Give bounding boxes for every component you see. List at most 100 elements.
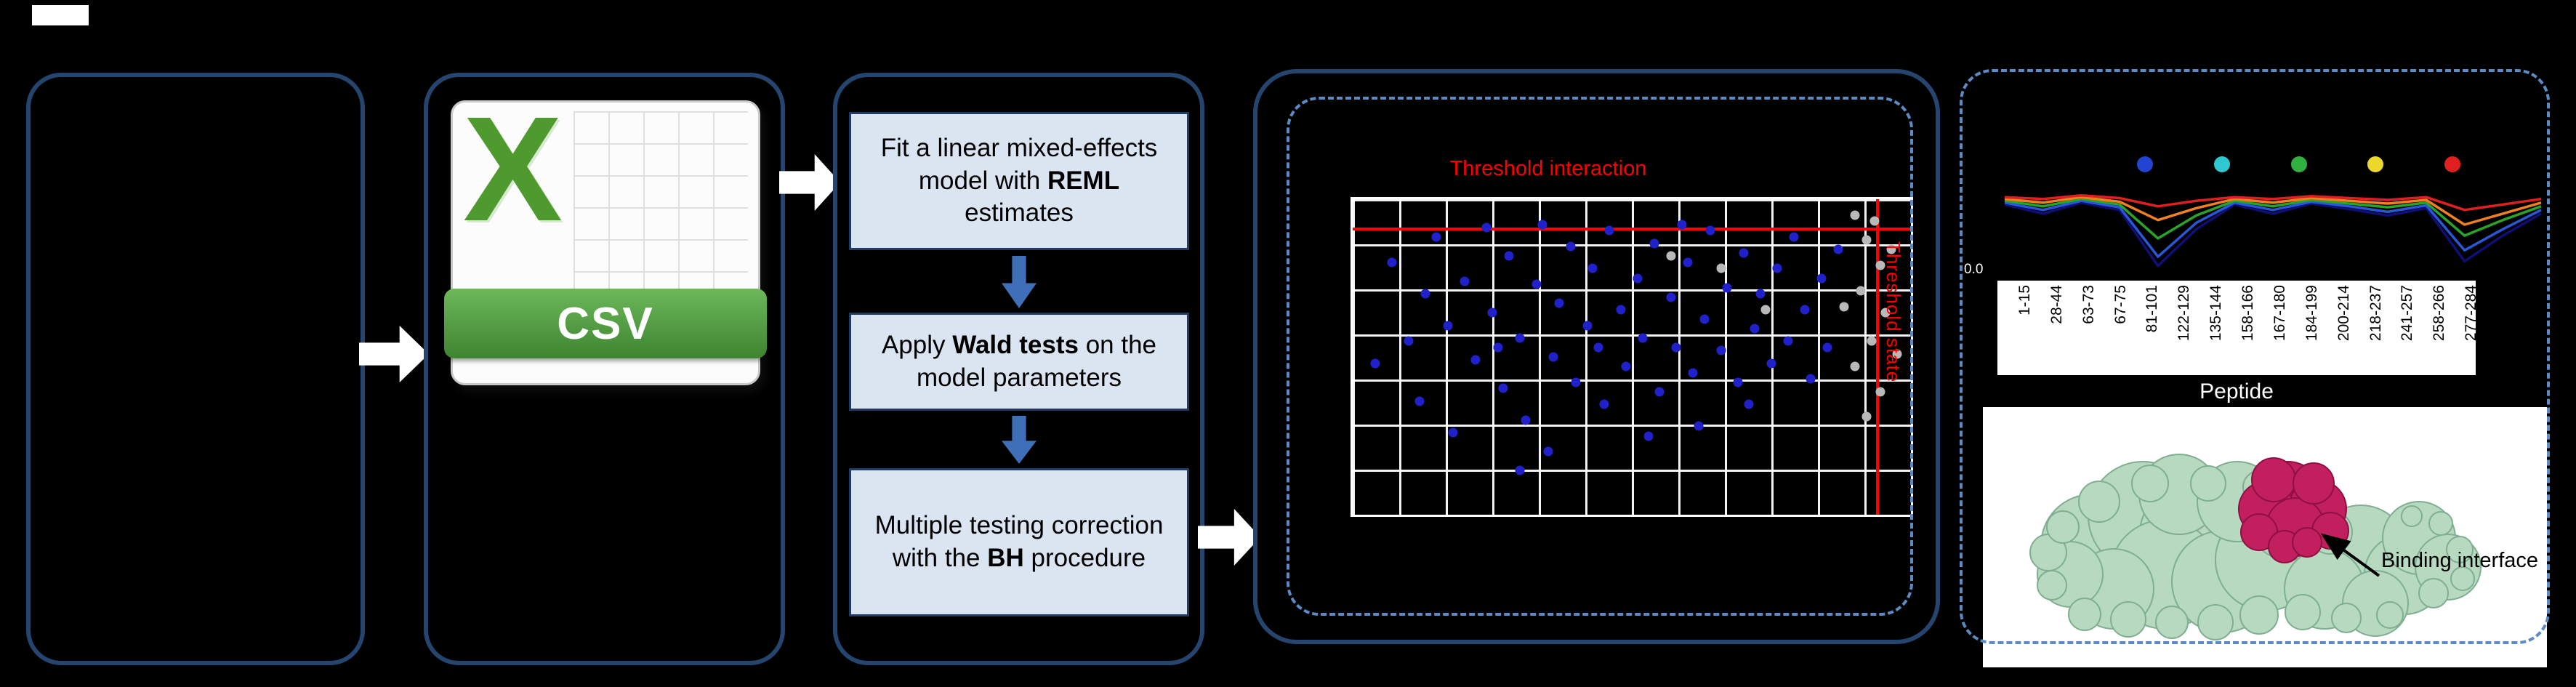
peptide-tick-text: 277-284: [2463, 285, 2480, 342]
step-text: Multiple testing correction with the: [874, 511, 1164, 572]
scatter-point: [1460, 276, 1470, 286]
scatter-point: [1744, 399, 1754, 409]
binding-arrow-icon: [2320, 533, 2380, 577]
step-bh-correction: Multiple testing correction with the BH …: [849, 468, 1189, 616]
scatter-point: [1587, 263, 1598, 273]
peptide-axis-labels: 1-15 28-44 63-73 67-75 81-101 122-129 135-144 1…: [1997, 281, 2479, 375]
csv-banner-label: CSV: [444, 289, 767, 358]
scatter-point: [1875, 260, 1885, 270]
scatter-point: [1621, 361, 1631, 371]
scatter-point: [1861, 235, 1872, 245]
scatter-point: [1705, 225, 1715, 236]
scatter-point: [1531, 279, 1542, 289]
peptide-tick-text: 241-257: [2399, 285, 2416, 342]
scatter-point: [1694, 421, 1704, 431]
scatter-point: [1856, 286, 1866, 296]
scatter-point: [1515, 333, 1525, 343]
scatter-point: [1666, 292, 1676, 302]
step-wald-tests: Apply Wald tests on the model parameters: [849, 313, 1189, 411]
protein-surface: [2029, 454, 2482, 640]
scatter-point: [1481, 222, 1492, 233]
scatter-point: [1470, 355, 1481, 365]
scatter-point: [1861, 411, 1872, 422]
scatter-point: [1420, 289, 1430, 299]
legend-dot-icon: [2137, 156, 2153, 172]
peptide-tick-label: 277-284: [2463, 285, 2519, 341]
scatter-point: [1875, 387, 1885, 397]
scatter-point: [1750, 324, 1760, 334]
scatter-point: [1498, 383, 1508, 393]
scatter-point: [1593, 342, 1603, 353]
scatter-point: [1543, 446, 1553, 457]
threshold-interaction-label: Threshold interaction: [1449, 157, 1647, 180]
scatter-point: [1760, 305, 1771, 315]
step-text: on the model parameters: [916, 330, 1157, 392]
scatter-point: [1404, 336, 1414, 346]
peptide-tick-text: 135-144: [2207, 285, 2225, 342]
peptide-tick-text: 1-15: [2016, 285, 2033, 316]
peptide-tick-text: 63-73: [2080, 285, 2097, 324]
scatter-point: [1649, 238, 1659, 249]
scatter-point: [1892, 349, 1902, 359]
scatter-point: [1816, 273, 1827, 283]
scatter-point: [1548, 352, 1558, 362]
step-bh-correction-text: Multiple testing correction with the BH …: [875, 510, 1164, 575]
peptide-tick-text: 67-75: [2112, 285, 2129, 324]
step-text: Fit a linear mixed-effects model with: [880, 133, 1158, 195]
scatter-plot: [1351, 197, 1913, 517]
step-wald-tests-text: Apply Wald tests on the model parameters: [863, 329, 1175, 395]
timepoint-legend-dots: [2137, 156, 2460, 173]
scatter-point: [1504, 251, 1514, 261]
step-text: estimates: [965, 198, 1074, 228]
scatter-point: [1766, 358, 1776, 369]
step-fit-model-text: Fit a linear mixed-effects model with RE…: [863, 132, 1175, 230]
step-text-bold: REML: [1047, 166, 1120, 195]
threshold-state-label: Threshold state: [1883, 241, 1904, 383]
scatter-point: [1850, 210, 1860, 220]
scatter-point: [1387, 257, 1397, 268]
scatter-point: [1537, 220, 1547, 230]
scatter-point: [1716, 345, 1726, 355]
scatter-point: [1677, 220, 1687, 230]
peptide-tick-text: 81-101: [2144, 285, 2161, 333]
scatter-point: [1699, 314, 1710, 324]
scatter-point: [1822, 342, 1832, 353]
step-text-bold: Wald tests: [952, 330, 1079, 359]
scatter-point: [1566, 241, 1576, 252]
peptide-tick-text: 122-129: [2175, 285, 2193, 342]
scatter-point: [1688, 368, 1698, 378]
peptide-tick-text: 158-166: [2239, 285, 2257, 342]
scatter-point: [1850, 361, 1860, 371]
scatter-point: [1431, 232, 1441, 242]
peptide-tick-text: 258-266: [2431, 285, 2448, 342]
peptide-tick-text: 28-44: [2048, 285, 2065, 324]
threshold-interaction-line: [1353, 228, 1911, 231]
scatter-point: [1582, 321, 1593, 331]
step-fit-model: Fit a linear mixed-effects model with RE…: [849, 112, 1189, 250]
scatter-point: [1800, 305, 1810, 315]
line-series: [2004, 197, 2542, 240]
scatter-point: [1666, 251, 1676, 261]
scatter-point: [1739, 248, 1749, 258]
top-left-marker: [32, 5, 89, 25]
scatter-point: [1616, 305, 1626, 315]
scatter-point: [1521, 415, 1531, 425]
scatter-point: [1869, 216, 1880, 226]
csv-file-icon: X CSV: [444, 86, 767, 385]
scatter-point: [1683, 257, 1693, 268]
scatter-point: [1448, 427, 1458, 438]
legend-dot-icon: [2290, 156, 2307, 172]
scatter-point: [1716, 263, 1726, 273]
scatter-point: [1370, 358, 1380, 369]
scatter-point: [1554, 298, 1564, 308]
line-series: [2004, 193, 2542, 212]
scatter-point: [1599, 399, 1609, 409]
peptide-tick-label: 1-15: [2016, 285, 2047, 316]
scatter-point: [1654, 387, 1665, 397]
scatter-point: [1886, 244, 1896, 254]
deuteration-line-chart: [2004, 193, 2542, 268]
line-series: [2004, 199, 2542, 258]
scatter-point: [1571, 377, 1581, 387]
scatter-point: [1772, 263, 1782, 273]
